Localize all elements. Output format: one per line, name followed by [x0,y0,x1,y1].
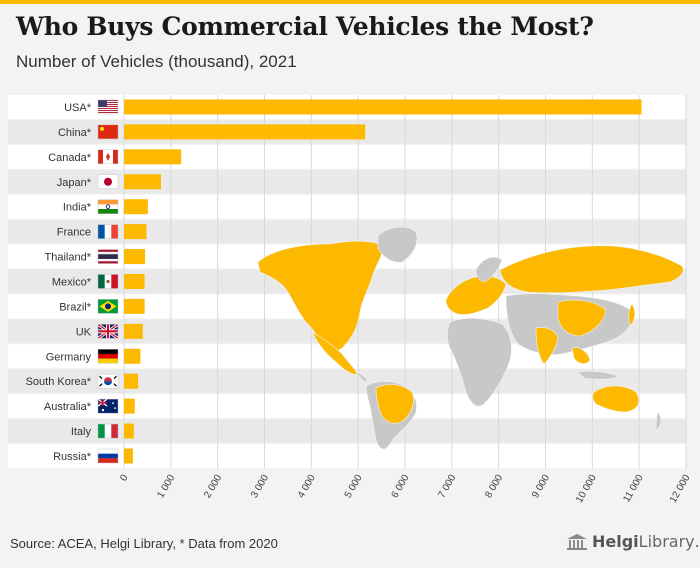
bar-australia [124,398,135,414]
category-label: Japan* [57,177,92,189]
row-band [8,444,686,468]
bar-germany [124,348,141,364]
x-tick-label: 10 000 [574,473,599,505]
italy-flag-icon [97,423,119,439]
bar-russia [124,448,133,464]
chart-title: Who Buys Commercial Vehicles the Most? [16,12,594,41]
category-label: Mexico* [52,276,92,288]
china-flag-icon [97,124,119,140]
australia-flag-icon [97,398,119,414]
bar-south-korea [124,373,139,389]
bar-china [124,124,366,140]
map-new-zealand [655,411,662,431]
india-flag-icon [97,199,119,214]
category-label: UK [76,326,92,338]
x-tick-label: 0 [118,473,131,484]
logo-text-helgi: Helgi [592,532,639,551]
map-japan [628,303,636,327]
map-brazil [375,384,414,424]
row-band [8,194,686,219]
logo-dot: . [694,532,700,551]
map-greenland [377,226,418,263]
x-tick-label: 2 000 [202,473,224,501]
category-label: China* [58,127,92,139]
category-label: France [57,227,91,239]
canada-flag-icon [97,149,119,165]
us-flag-icon [97,99,119,115]
category-labels: USA* China* Canada* Japan* India* France Thail… [26,102,92,463]
germany-flag-icon [97,349,119,364]
bars [124,99,642,464]
uk-flag-icon [97,323,119,340]
thailand-flag-icon [97,249,119,264]
map-indonesia [577,370,619,380]
category-label: South Korea* [26,376,92,388]
row-band [8,394,686,419]
x-tick-label: 6 000 [390,473,412,501]
world-map [257,226,684,450]
bar-usa [124,99,642,115]
x-tick-label: 4 000 [296,473,318,501]
source-note: Source: ACEA, Helgi Library, * Data from… [10,536,278,551]
bar-chart: USA* China* Canada* Japan* India* France Thail… [8,95,693,505]
library-columns-icon [567,533,587,550]
row-band [8,344,686,369]
france-flag-icon [97,224,119,239]
map-southeast-asia [571,347,591,364]
category-label: Canada* [48,152,92,164]
category-label: Australia* [44,401,92,413]
row-band [8,369,686,394]
logo-text-library: Library [638,532,695,551]
x-tick-label: 9 000 [530,473,552,501]
flag-icons [97,99,119,464]
chart-subtitle: Number of Vehicles (thousand), 2021 [16,52,297,71]
x-tick-label: 5 000 [343,473,365,501]
south-korea-flag-icon [97,373,119,389]
row-band [8,219,686,244]
map-europe [445,275,507,315]
bar-thailand [124,249,146,265]
x-axis-tick-labels: 0 1 000 2 000 3 000 4 000 5 000 6 000 7 000 8 00… [118,473,693,505]
row-band [8,169,686,194]
bar-japan [124,174,161,190]
japan-flag-icon [97,174,119,189]
x-tick-label: 7 000 [436,473,458,501]
category-label: Italy [71,426,92,438]
x-tick-label: 1 000 [155,473,177,501]
bar-uk [124,323,143,339]
x-tick-label: 11 000 [621,473,646,505]
map-india [535,327,559,365]
x-tick-label: 8 000 [483,473,505,501]
bar-brazil [124,298,145,314]
bar-france [124,224,147,240]
bar-india [124,199,148,215]
x-tick-label: 3 000 [249,473,271,501]
category-label: India* [63,202,92,214]
row-band [8,419,686,444]
map-north-america [257,240,385,351]
bar-italy [124,423,134,439]
bar-mexico [124,273,145,289]
category-label: USA* [64,102,92,114]
map-africa [446,318,512,407]
mexico-flag-icon [97,274,119,289]
category-label: Germany [46,351,92,363]
bar-canada [124,149,182,165]
x-tick-label: 12 000 [668,473,693,505]
map-scandinavia [475,257,503,283]
category-label: Russia* [53,451,92,463]
map-central-america [355,371,369,383]
top-accent-bar [0,0,700,4]
map-china [557,299,607,337]
brazil-flag-icon [97,299,119,314]
map-russia [499,245,684,294]
category-label: Thailand* [45,252,92,264]
map-australia [592,385,639,413]
category-label: Brazil* [59,301,92,313]
russia-flag-icon [97,448,119,464]
helgi-library-logo: Helgi Library. [566,532,700,551]
